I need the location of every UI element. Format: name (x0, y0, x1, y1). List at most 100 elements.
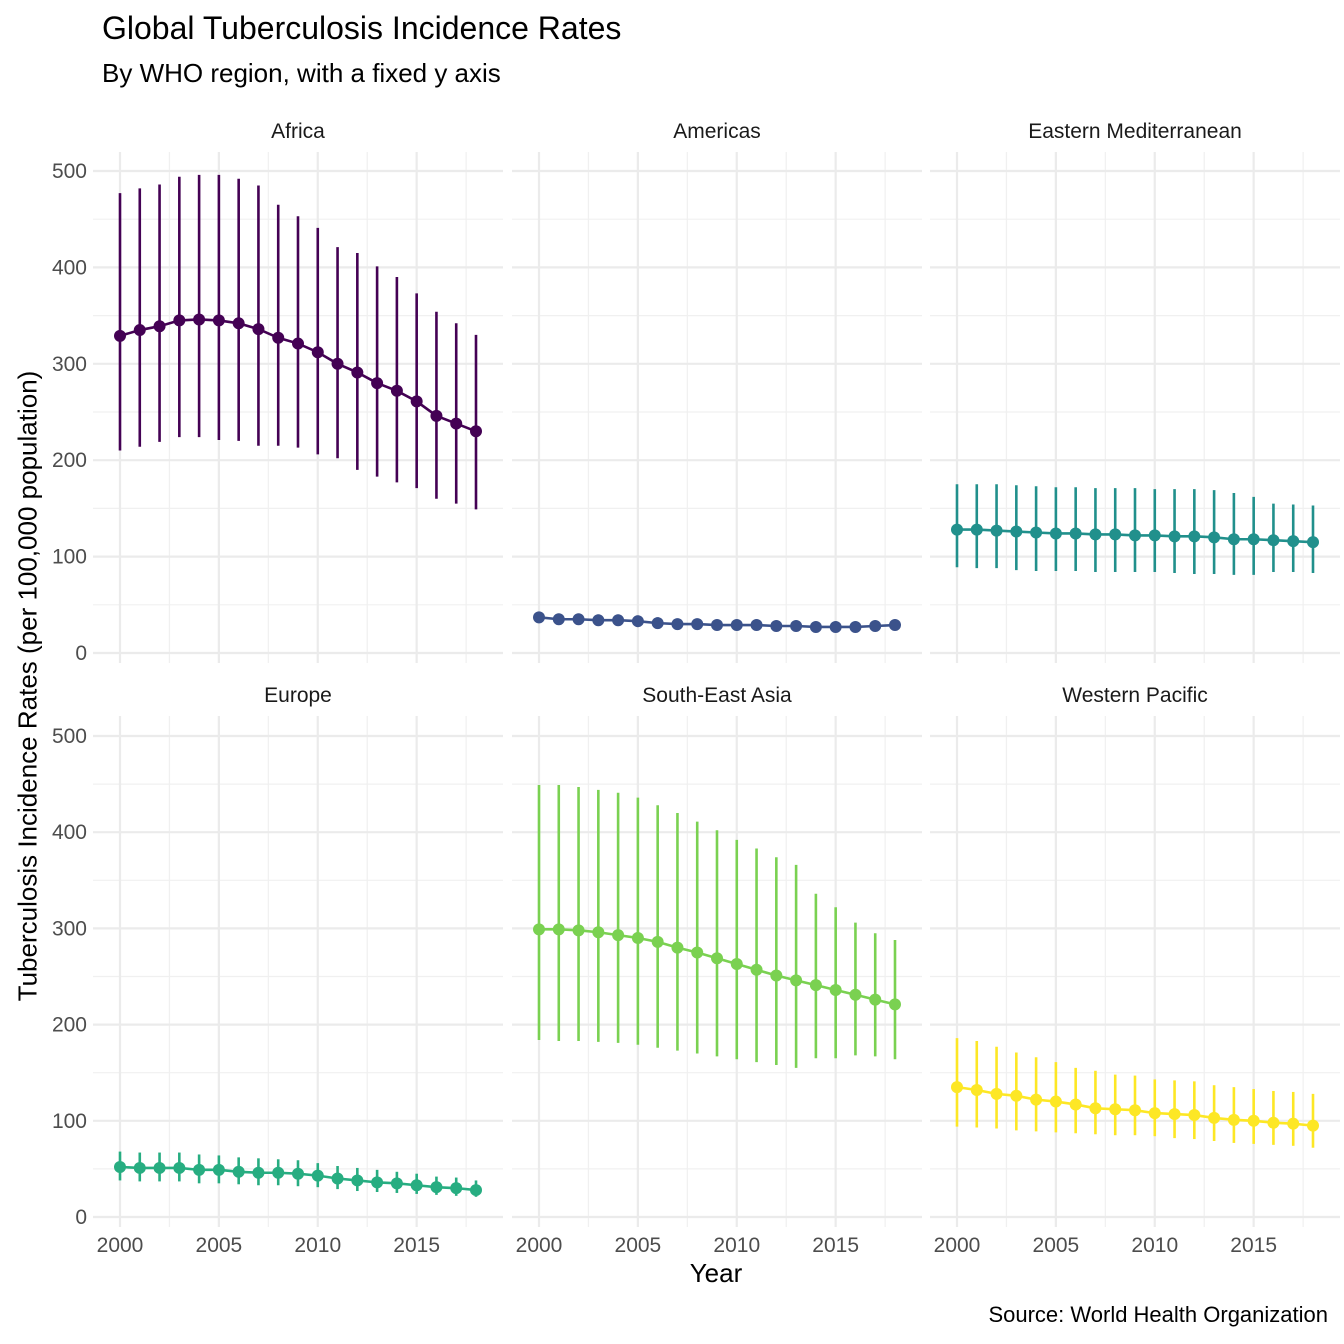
data-point (1247, 1114, 1260, 1127)
data-point (1010, 525, 1023, 538)
data-point (371, 377, 384, 390)
data-point (292, 1167, 304, 1180)
data-point (410, 1179, 423, 1192)
data-point (390, 1177, 403, 1190)
data-point (1267, 534, 1280, 547)
x-tick-label: 2000 (934, 1234, 981, 1257)
data-point (351, 366, 364, 379)
data-point (1168, 530, 1181, 543)
data-point (430, 1181, 443, 1194)
data-point (572, 924, 585, 937)
data-point (1109, 1103, 1122, 1116)
data-point (1227, 1113, 1240, 1126)
data-point (153, 320, 166, 333)
data-point (173, 314, 186, 327)
data-point (331, 357, 344, 370)
data-point (849, 988, 862, 1001)
data-point (1109, 528, 1122, 541)
data-point (252, 323, 265, 336)
data-point (711, 952, 723, 965)
data-point (1069, 527, 1082, 540)
data-point (951, 1081, 963, 1094)
data-point (1168, 1108, 1181, 1121)
data-point (990, 524, 1003, 537)
data-point (1208, 1111, 1221, 1124)
data-point (829, 983, 842, 996)
data-point (869, 993, 882, 1006)
data-point (750, 619, 763, 632)
data-point (592, 926, 605, 939)
data-point (671, 941, 684, 954)
data-point (351, 1174, 364, 1187)
data-point (1049, 527, 1062, 540)
data-point (809, 620, 822, 633)
data-point (711, 619, 723, 632)
data-point (1307, 536, 1319, 549)
data-point (232, 317, 245, 330)
chart-title: Global Tuberculosis Incidence Rates (102, 10, 622, 46)
data-point (612, 614, 625, 627)
x-tick-label: 2000 (97, 1234, 144, 1257)
data-point (533, 611, 545, 624)
data-point (390, 384, 403, 397)
data-point (730, 619, 743, 632)
data-point (133, 324, 146, 337)
data-point (450, 1182, 463, 1195)
facet-label: Europe (264, 684, 332, 707)
x-tick-label: 2005 (1033, 1234, 1080, 1257)
data-point (470, 1184, 482, 1197)
data-point (770, 620, 783, 633)
data-point (691, 618, 704, 631)
data-point (311, 346, 324, 359)
chart-subtitle: By WHO region, with a fixed y axis (102, 58, 501, 88)
data-point (272, 331, 285, 344)
data-point (552, 613, 565, 626)
y-tick-label: 0 (75, 1206, 87, 1229)
data-point (1287, 1117, 1300, 1130)
data-point (1010, 1089, 1023, 1102)
data-point (133, 1161, 146, 1174)
data-point (631, 932, 644, 945)
data-point (990, 1087, 1003, 1100)
data-point (1188, 1109, 1201, 1122)
data-point (1287, 535, 1300, 548)
data-point (252, 1166, 265, 1179)
data-point (153, 1161, 166, 1174)
data-point (1148, 1107, 1161, 1120)
x-tick-label: 2010 (713, 1234, 760, 1257)
data-point (1208, 531, 1221, 544)
y-tick-label: 300 (52, 917, 87, 940)
data-point (470, 425, 482, 438)
facet-label: Africa (271, 120, 325, 143)
data-point (410, 395, 423, 408)
data-point (552, 923, 565, 936)
data-point (533, 923, 545, 936)
data-point (750, 963, 763, 976)
data-point (1089, 528, 1102, 541)
data-point (889, 998, 901, 1011)
data-point (450, 417, 463, 430)
x-tick-label: 2015 (812, 1234, 859, 1257)
y-tick-label: 500 (52, 160, 87, 183)
x-tick-label: 2005 (615, 1234, 662, 1257)
data-point (232, 1165, 245, 1178)
data-point (770, 969, 783, 982)
x-tick-label: 2005 (196, 1234, 243, 1257)
data-point (193, 1163, 206, 1176)
x-axis-label: Year (689, 1258, 743, 1288)
data-point (331, 1172, 344, 1185)
data-point (1267, 1116, 1280, 1129)
y-tick-label: 100 (52, 546, 87, 569)
data-point (1030, 526, 1043, 539)
data-point (1247, 533, 1260, 546)
data-point (430, 409, 443, 422)
y-tick-label: 300 (52, 353, 87, 376)
data-point (691, 946, 704, 959)
y-tick-label: 200 (52, 1014, 87, 1037)
data-point (809, 979, 822, 992)
data-point (849, 620, 862, 633)
data-point (212, 1163, 225, 1176)
data-point (970, 523, 983, 536)
data-point (1148, 529, 1161, 542)
